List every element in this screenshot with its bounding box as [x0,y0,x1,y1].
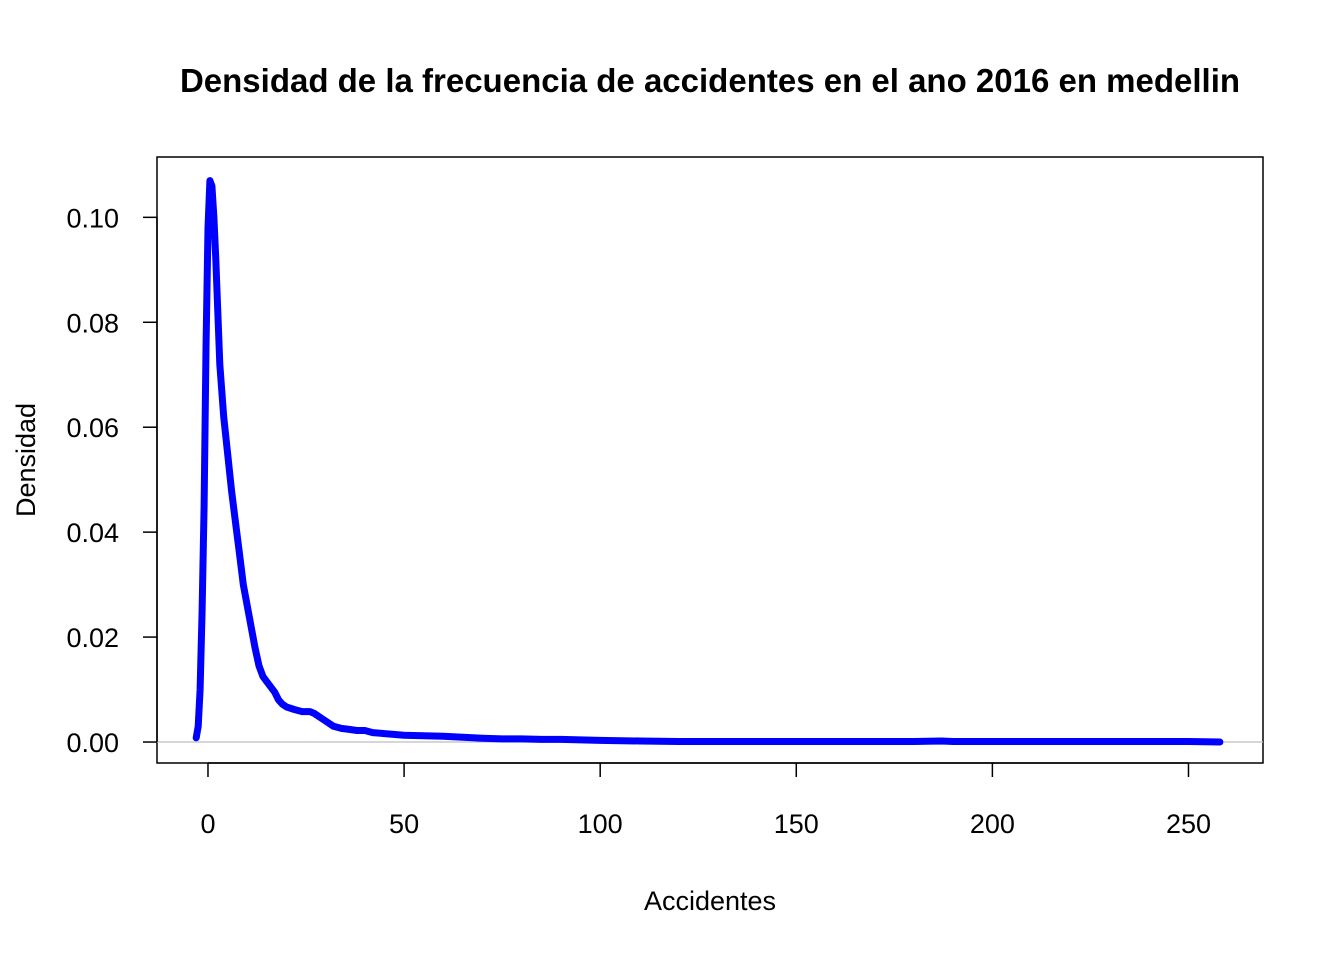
y-tick-label: 0.08 [66,308,119,338]
x-tick-label: 150 [774,809,819,839]
x-axis: 0 50 100 150 200 250 [200,762,1211,839]
y-tick-label: 0.10 [66,203,119,233]
y-tick-label: 0.00 [66,728,119,758]
plot-frame [156,156,1264,764]
x-tick-label: 50 [389,809,419,839]
x-tick-label: 0 [200,809,215,839]
x-tick-label: 250 [1166,809,1211,839]
y-tick-label: 0.04 [66,518,119,548]
density-series-line [192,177,1224,746]
x-tick-label: 200 [970,809,1015,839]
y-axis-label: Densidad [11,403,41,517]
y-axis: 0.00 0.02 0.04 0.06 0.08 0.10 [66,203,158,758]
y-tick-label: 0.02 [66,623,119,653]
x-axis-label: Accidentes [644,886,776,916]
x-tick-label: 100 [578,809,623,839]
chart-title: Densidad de la frecuencia de accidentes … [180,62,1240,99]
y-tick-label: 0.06 [66,413,119,443]
